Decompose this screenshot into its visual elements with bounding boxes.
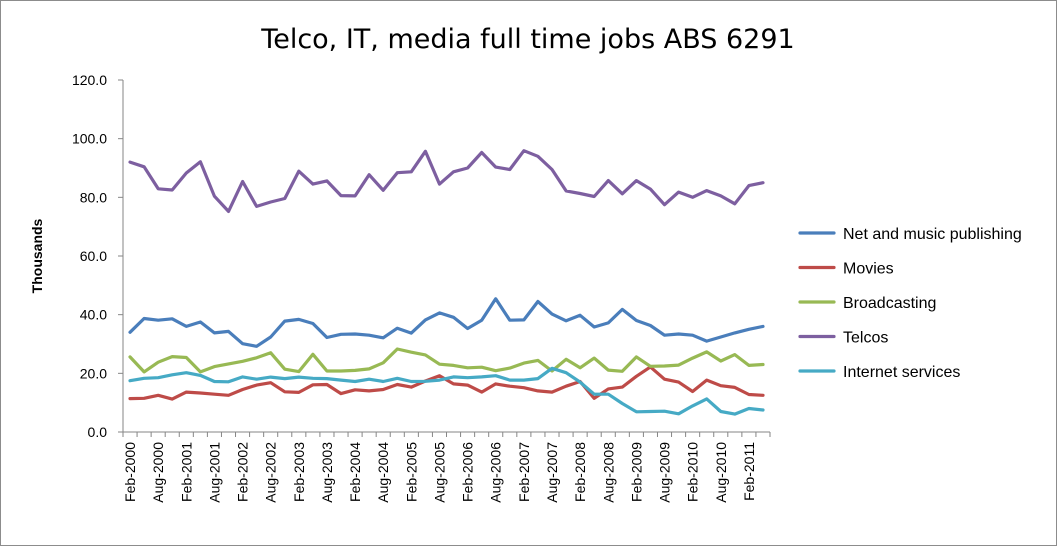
y-tick-label: 60.0	[80, 248, 107, 264]
series-layer	[128, 149, 765, 416]
x-tick-label: Feb-2011	[741, 442, 757, 501]
series-line-2	[128, 347, 765, 374]
series-line-3	[128, 149, 765, 213]
series-line-4	[128, 366, 765, 416]
x-tick-label: Aug-2010	[713, 442, 729, 503]
x-tick-label: Aug-2002	[263, 442, 279, 503]
legend: Net and music publishing Movies Broadcasti…	[798, 226, 1022, 381]
x-tick-label: Feb-2006	[460, 442, 476, 502]
y-tick-label: 100.0	[72, 131, 107, 147]
x-tick-label: Feb-2010	[685, 442, 701, 502]
y-tick-label: 80.0	[80, 189, 107, 205]
legend-label-1: Movies	[843, 261, 894, 278]
x-tick-label: Aug-2004	[375, 442, 391, 503]
x-tick-label: Feb-2008	[572, 442, 588, 502]
x-tick-label: Aug-2000	[150, 442, 166, 503]
y-tick-label: 0.0	[88, 424, 108, 440]
x-tick-label: Aug-2007	[544, 442, 560, 503]
x-tick-label: Aug-2001	[206, 442, 222, 503]
x-tick-label: Feb-2001	[178, 442, 194, 502]
x-tick-label: Feb-2002	[235, 442, 251, 502]
chart-title: Telco, IT, media full time jobs ABS 6291	[260, 24, 794, 55]
y-tick-label: 120.0	[72, 72, 107, 88]
x-tick-label: Aug-2003	[319, 442, 335, 503]
x-tick-label: Feb-2000	[122, 442, 138, 502]
x-tick-label: Aug-2008	[600, 442, 616, 503]
series-line-0	[128, 297, 765, 348]
legend-label-2: Broadcasting	[843, 295, 936, 312]
y-tick-label: 20.0	[80, 365, 107, 381]
x-tick-label: Aug-2005	[431, 442, 447, 503]
legend-label-0: Net and music publishing	[843, 226, 1022, 243]
axes: 0.0 20.0 40.0 60.0 80.0 100.0 120.0 Feb-2000 Aug…	[72, 72, 771, 503]
y-tick-label: 40.0	[80, 307, 107, 323]
x-tick-label: Aug-2006	[488, 442, 504, 503]
x-tick-label: Feb-2004	[347, 442, 363, 502]
x-tick-label: Feb-2009	[628, 442, 644, 502]
legend-label-3: Telcos	[843, 330, 888, 347]
x-tick-label: Aug-2009	[657, 442, 673, 503]
x-tick-label: Feb-2007	[516, 442, 532, 502]
x-tick-label: Feb-2003	[291, 442, 307, 502]
x-tick-label: Feb-2005	[403, 442, 419, 502]
y-axis-label: Thousands	[29, 218, 45, 293]
legend-label-4: Internet services	[843, 364, 960, 381]
